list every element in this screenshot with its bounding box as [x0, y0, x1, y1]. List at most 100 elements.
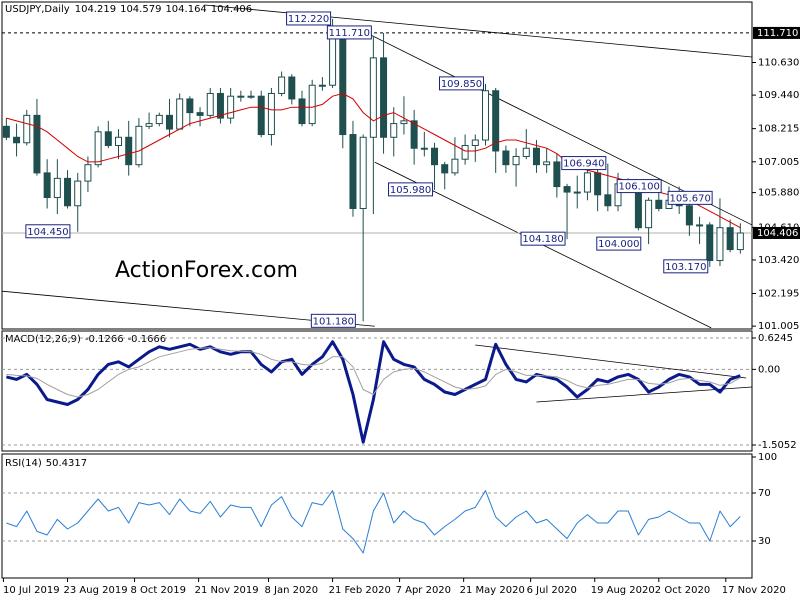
x-tick-label: 8 Jan 2020: [265, 585, 319, 596]
panel: 0.6245 0.00 -1.5052: [2, 333, 797, 451]
candle-body: [125, 136, 133, 166]
symbol-title: USDJPY,Daily: [5, 4, 70, 15]
candle-body: [318, 84, 326, 87]
candle-body: [155, 114, 163, 125]
header-close: 104.406: [211, 4, 252, 15]
annotation-box: [25, 224, 71, 239]
y-tick-label: 108.215: [758, 124, 799, 135]
annotation-box: [286, 11, 332, 26]
candle-body: [380, 57, 388, 138]
annotation-label: 105.980: [390, 185, 431, 196]
macd-value: -0.1266: [85, 334, 124, 345]
y-tick-label: 105.880: [758, 188, 799, 199]
candle-body: [604, 194, 612, 207]
candle-body: [410, 120, 418, 149]
candle-body: [431, 147, 439, 166]
candle-body: [339, 35, 347, 136]
candle-body: [349, 134, 357, 209]
candle-body: [196, 112, 204, 116]
candle-body: [104, 131, 112, 147]
y-tick-label: 0.00: [758, 364, 780, 375]
annotation-box: [388, 182, 434, 197]
candle-body: [492, 90, 500, 152]
candle-body: [257, 95, 265, 136]
panel: 110.630109.440108.215107.005105.880104.6…: [1, 4, 800, 332]
candle-body: [522, 147, 530, 157]
candle-body: [369, 57, 377, 138]
candle-body: [563, 186, 571, 193]
candle-body: [278, 76, 286, 94]
annotation-box: [596, 236, 642, 251]
candle-body: [216, 92, 224, 119]
y-tick-label: 30: [758, 536, 771, 547]
rsi-value: 50.4317: [46, 458, 87, 469]
panel: 100 70 30 10 Jul 2019 23 Aug 2019 8 Oct 2019 2…: [2, 452, 786, 596]
candle-body: [726, 227, 734, 251]
candle-body: [553, 161, 561, 188]
candle-body: [165, 114, 173, 130]
annotation-label: 104.180: [522, 234, 563, 245]
y-tick-label: 109.440: [758, 90, 799, 101]
candle-body: [53, 177, 61, 199]
annotation-box: [561, 156, 607, 171]
y-tick-label: 100: [758, 452, 777, 463]
candle-body: [288, 76, 296, 100]
annotation-label: 106.940: [563, 159, 604, 170]
annotation-box: [310, 313, 356, 328]
candle-body: [441, 164, 449, 174]
annotation-label: 111.710: [329, 28, 370, 39]
annotation-label: 104.450: [27, 227, 68, 238]
rsi-title: RSI(14): [5, 458, 42, 469]
header-high: 104.579: [120, 4, 161, 15]
annotation-box: [520, 231, 566, 246]
x-tick-label: 2 Oct 2020: [655, 585, 710, 596]
header-open: 104.219: [75, 4, 116, 15]
annotation-label: 101.180: [313, 316, 354, 327]
macd-panel-frame: [1, 330, 753, 452]
watermark: ActionForex.com: [115, 258, 298, 283]
candle-body: [645, 199, 653, 229]
candle-body: [451, 158, 459, 174]
annotation-box: [438, 76, 484, 91]
candle-body: [176, 98, 184, 130]
candle-body: [308, 84, 316, 125]
trendline: [475, 344, 747, 379]
candle-body: [481, 90, 489, 141]
x-tick-label: 21 Feb 2020: [329, 585, 391, 596]
y-tick-label: 110.630: [758, 58, 799, 69]
annotation-box: [667, 190, 713, 205]
candle-body: [543, 161, 551, 166]
candle-body: [33, 114, 41, 174]
indicator-line: [6, 340, 741, 444]
annotation-box: [663, 259, 709, 274]
candle-body: [329, 35, 337, 86]
header-low: 104.164: [165, 4, 206, 15]
candle-body: [298, 98, 306, 125]
candle-body: [237, 95, 245, 98]
y-tick-label: 70: [758, 488, 771, 499]
candle-body: [2, 125, 10, 138]
indicator-line: [6, 347, 741, 398]
last-price-label: 104.406: [757, 228, 798, 239]
y-tick-label: 103.420: [758, 255, 799, 266]
macd-title: MACD(12,26,9): [5, 334, 81, 345]
candle-body: [359, 136, 367, 209]
annotation-label: 103.170: [665, 262, 706, 273]
x-tick-label: 21 Nov 2019: [195, 585, 259, 596]
annotation-box: [616, 179, 662, 194]
candle-body: [471, 139, 479, 147]
x-tick-label: 17 Nov 2020: [722, 585, 786, 596]
candle-body: [64, 177, 72, 207]
candle-body: [186, 98, 194, 114]
y-tick-label: 107.005: [758, 157, 799, 168]
candle-body: [736, 232, 744, 251]
level-label: 111.710: [757, 28, 798, 39]
x-tick-label: 19 Aug 2020: [591, 585, 655, 596]
candle-body: [247, 95, 255, 98]
y-tick-label: 101.005: [758, 321, 799, 332]
x-tick-label: 8 Oct 2019: [131, 585, 186, 596]
candle-body: [135, 125, 143, 166]
level-label-bg: [753, 26, 800, 39]
rsi-header: RSI(14) 50.4317: [5, 458, 87, 469]
